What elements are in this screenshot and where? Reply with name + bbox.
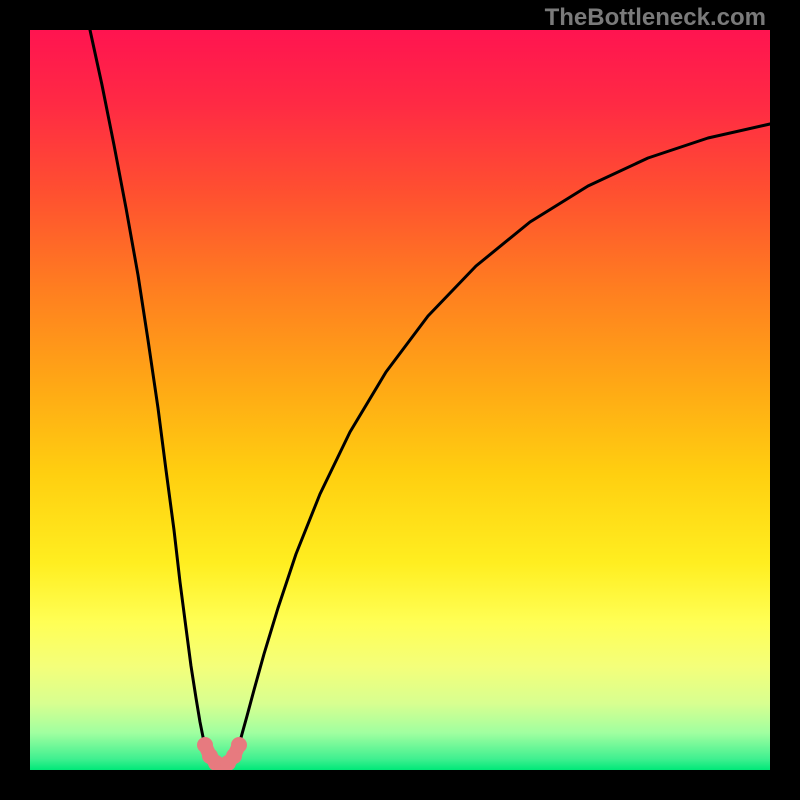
curve-right — [239, 124, 770, 745]
curve-layer — [30, 30, 770, 770]
frame-bottom — [0, 770, 800, 800]
tip-dot — [231, 737, 247, 753]
tip-dots — [197, 737, 247, 774]
frame-left — [0, 0, 30, 800]
curve-left — [90, 30, 205, 745]
watermark-text: TheBottleneck.com — [545, 4, 766, 32]
plot-area — [30, 30, 770, 770]
frame-right — [770, 0, 800, 800]
